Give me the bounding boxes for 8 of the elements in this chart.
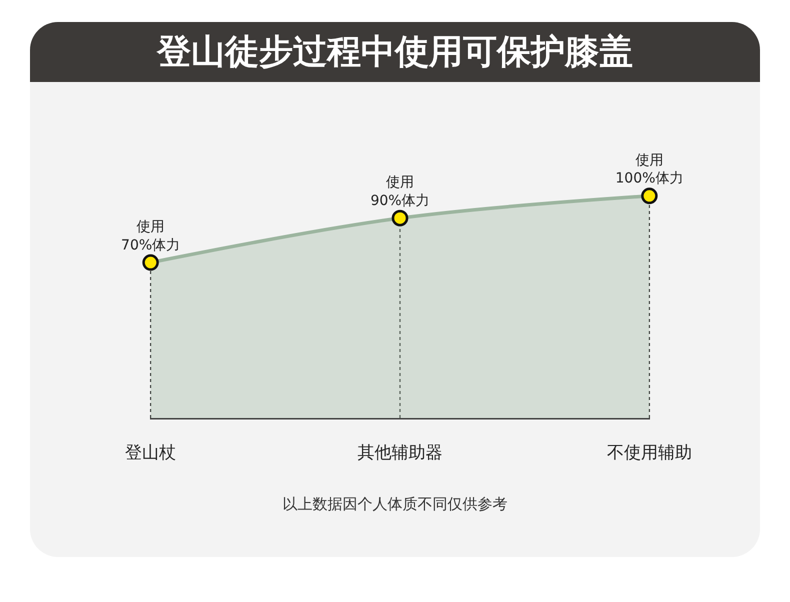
data-label: 使用 70%体力: [121, 219, 180, 254]
data-label: 使用 90%体力: [370, 174, 430, 209]
text: 以上数据因个人体质不同仅供参考: [282, 495, 508, 514]
x-tick-label: 其他辅助器: [358, 442, 442, 463]
data-label: 使用 100%体力: [615, 152, 684, 187]
x-tick-label: 登山杖: [125, 442, 176, 463]
x-tick-label: 不使用辅助: [606, 442, 692, 463]
chart-title: 登山徒步过程中使用可保护膝盖: [30, 22, 760, 82]
